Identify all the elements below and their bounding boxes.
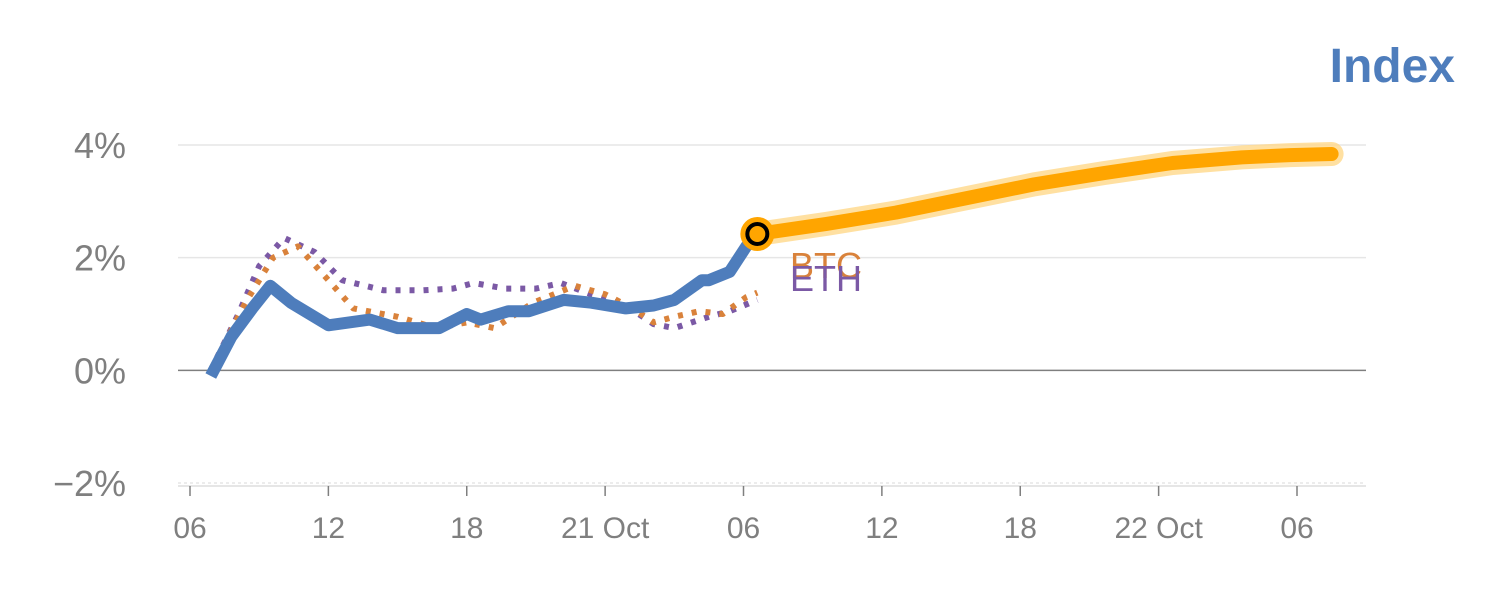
- eth-line: [208, 235, 759, 372]
- x-tick-label: 22 Oct: [1114, 512, 1203, 545]
- x-tick-label: 18: [450, 512, 483, 545]
- current-point-marker: [740, 217, 775, 252]
- x-tick-label: 21 Oct: [561, 512, 650, 545]
- x-tick-label: 18: [1004, 512, 1037, 545]
- y-tick-label: 4%: [74, 125, 126, 166]
- x-tick-label: 06: [173, 512, 206, 545]
- y-tick-label: −2%: [53, 463, 126, 504]
- x-tick-label: 06: [1280, 512, 1313, 545]
- x-tick-label: 06: [727, 512, 760, 545]
- y-axis: 4% 2% 0% −2%: [53, 125, 126, 504]
- grid: [178, 144, 1366, 484]
- current-point-ring: [745, 222, 770, 247]
- y-tick-label: 0%: [74, 350, 126, 391]
- x-axis: 06 12 18 21 Oct 06 12 18 22 Oct 06: [173, 485, 1366, 545]
- x-tick-label: 12: [865, 512, 898, 545]
- eth-label: ETH: [790, 258, 862, 299]
- forecast-line: [750, 147, 1339, 241]
- series-layer: [205, 142, 1344, 379]
- index-line: [205, 230, 762, 379]
- chart-title: Index: [1330, 40, 1456, 93]
- x-tick-label: 12: [312, 512, 345, 545]
- btc-label: BTC: [790, 245, 862, 286]
- y-tick-label: 2%: [74, 238, 126, 279]
